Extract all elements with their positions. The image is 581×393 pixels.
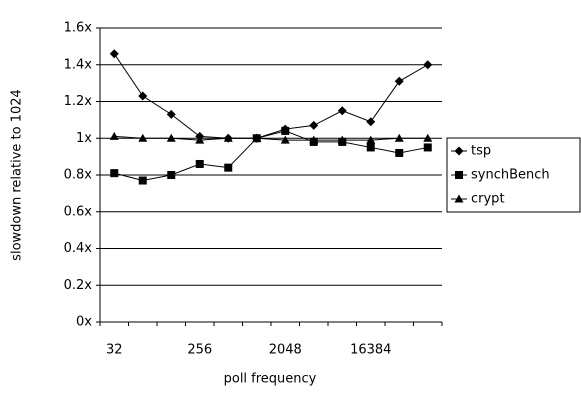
y-tick-label: 1.4x <box>64 57 93 72</box>
x-axis-label: poll frequency <box>224 372 317 387</box>
marker <box>109 131 119 140</box>
x-tick-label: 256 <box>187 343 212 358</box>
y-tick-label: 0x <box>76 315 92 330</box>
marker <box>138 133 148 142</box>
marker <box>224 163 233 172</box>
marker <box>166 133 176 142</box>
marker <box>454 146 464 156</box>
marker <box>394 76 404 86</box>
series-line <box>113 53 429 139</box>
marker <box>366 143 375 152</box>
y-tick-label: 1.6x <box>64 21 93 36</box>
legend-label: crypt <box>471 192 505 207</box>
x-tick-label: 2048 <box>269 343 302 358</box>
y-tick-label: 0.4x <box>64 241 93 256</box>
y-tick-label: 1.2x <box>64 94 93 109</box>
marker <box>280 135 290 144</box>
marker <box>366 135 376 144</box>
marker <box>167 171 176 179</box>
marker <box>366 117 376 127</box>
marker <box>138 91 148 101</box>
y-tick-label: 1x <box>76 131 92 146</box>
series-line <box>114 130 428 182</box>
y-axis-label: slowdown relative to 1024 <box>10 89 25 261</box>
marker <box>252 133 262 142</box>
marker <box>281 126 290 135</box>
legend-label: tsp <box>471 144 491 159</box>
marker <box>138 176 147 185</box>
marker <box>223 133 233 142</box>
marker <box>454 194 464 203</box>
marker <box>395 148 404 157</box>
marker <box>423 60 433 70</box>
marker <box>309 120 319 130</box>
marker <box>455 171 463 179</box>
marker <box>309 135 319 144</box>
marker <box>423 133 433 142</box>
marker <box>423 143 432 152</box>
marker <box>166 109 176 119</box>
marker <box>110 169 119 178</box>
x-tick-label: 16384 <box>350 343 391 358</box>
marker <box>109 49 119 59</box>
marker <box>337 106 347 116</box>
marker <box>394 133 404 142</box>
legend-box <box>446 137 581 213</box>
legend-label: synchBench <box>471 168 550 183</box>
marker <box>195 159 204 168</box>
series-line <box>114 135 428 141</box>
x-tick-label: 32 <box>106 343 123 358</box>
y-tick-label: 0.6x <box>64 204 93 219</box>
y-tick-label: 0.8x <box>64 168 93 183</box>
y-tick-label: 0.2x <box>64 278 93 293</box>
marker <box>337 135 347 144</box>
marker <box>195 135 205 144</box>
